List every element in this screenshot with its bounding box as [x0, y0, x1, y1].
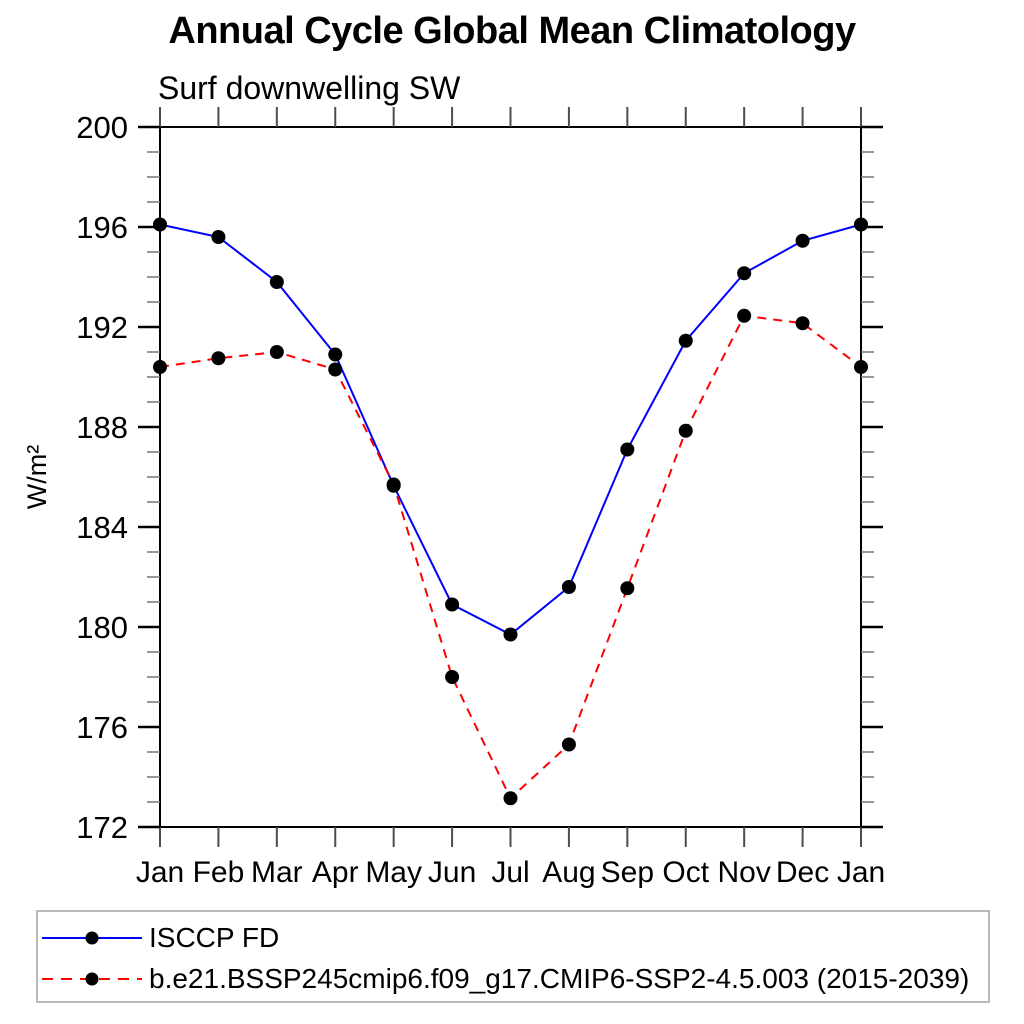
data-point-marker [211, 351, 226, 366]
y-axis-tick-label: 184 [76, 510, 128, 545]
x-axis-tick-label: Jan [136, 856, 184, 889]
data-point-marker [795, 316, 810, 331]
data-point-marker [854, 360, 868, 374]
x-axis-tick-label: Dec [776, 856, 829, 889]
data-point-marker [620, 581, 635, 596]
legend-entry-isccp-fd: ISCCP FD [40, 922, 279, 954]
data-point-marker [503, 791, 518, 806]
x-axis-tick-label: Apr [312, 856, 359, 889]
data-point-marker [503, 627, 518, 642]
chart-subtitle: Surf downwelling SW [158, 70, 461, 106]
legend-entry-model: b.e21.BSSP245cmip6.f09_g17.CMIP6-SSP2-4.… [40, 963, 969, 995]
y-axis-tick-label: 172 [76, 810, 128, 845]
legend-solid-line-sample [42, 931, 142, 945]
y-axis-tick-label: 200 [76, 110, 128, 145]
x-axis-tick-label: Mar [251, 856, 303, 889]
data-point-marker [561, 737, 576, 752]
x-axis-tick-label: Jan [837, 856, 885, 889]
plot-frame [159, 126, 862, 828]
y-axis-tick-label: 176 [76, 710, 128, 745]
legend-label-isccp-fd: ISCCP FD [149, 922, 280, 953]
data-point-marker [269, 275, 284, 289]
data-point-marker [211, 230, 226, 244]
y-axis-tick-label: 192 [76, 310, 128, 345]
legend-marker-icon [85, 931, 99, 945]
x-axis-tick-label: Nov [717, 856, 770, 889]
legend-label-model: b.e21.BSSP245cmip6.f09_g17.CMIP6-SSP2-4.… [149, 963, 970, 994]
chart-title: Annual Cycle Global Mean Climatology [168, 10, 856, 52]
x-axis-tick-label: May [365, 856, 422, 889]
x-axis-tick-label: Jul [491, 856, 529, 889]
data-point-marker [328, 347, 343, 362]
data-point-marker [678, 423, 693, 438]
x-axis-tick-label: Aug [542, 856, 595, 889]
data-point-marker [328, 362, 343, 377]
data-point-marker [445, 670, 460, 684]
legend-marker-icon [85, 972, 99, 986]
data-point-marker [561, 580, 576, 594]
plot-area: Jan Feb Mar Apr May Jun Jul Aug Sep Oct Nov Dec Jan1… [22, 107, 885, 889]
x-axis-tick-label: Jun [428, 856, 476, 889]
y-axis-tick-label: 188 [76, 410, 128, 445]
data-point-marker [678, 333, 693, 348]
x-axis-tick-label: Sep [601, 856, 654, 889]
series-line-0 [159, 223, 862, 636]
y-axis-tick-label: 180 [76, 610, 128, 645]
data-point-marker [445, 597, 460, 612]
series-line-1 [159, 314, 862, 800]
legend-dashed-line-sample [42, 972, 142, 986]
data-point-marker [153, 217, 167, 232]
data-point-marker [737, 308, 752, 323]
y-axis-tick-label: 196 [76, 210, 128, 245]
y-axis-title: W/m² [22, 445, 52, 509]
x-axis-tick-label: Feb [193, 856, 245, 889]
data-point-marker [386, 477, 401, 492]
legend: ISCCP FD b.e21.BSSP245cmip6.f09_g17.CMIP… [36, 910, 990, 1003]
data-point-marker [269, 345, 284, 359]
data-point-marker [737, 266, 752, 281]
x-axis-tick-label: Oct [662, 856, 709, 889]
data-point-marker [153, 360, 167, 374]
data-point-marker [795, 233, 810, 248]
data-point-marker [620, 442, 635, 457]
data-point-marker [854, 217, 868, 232]
